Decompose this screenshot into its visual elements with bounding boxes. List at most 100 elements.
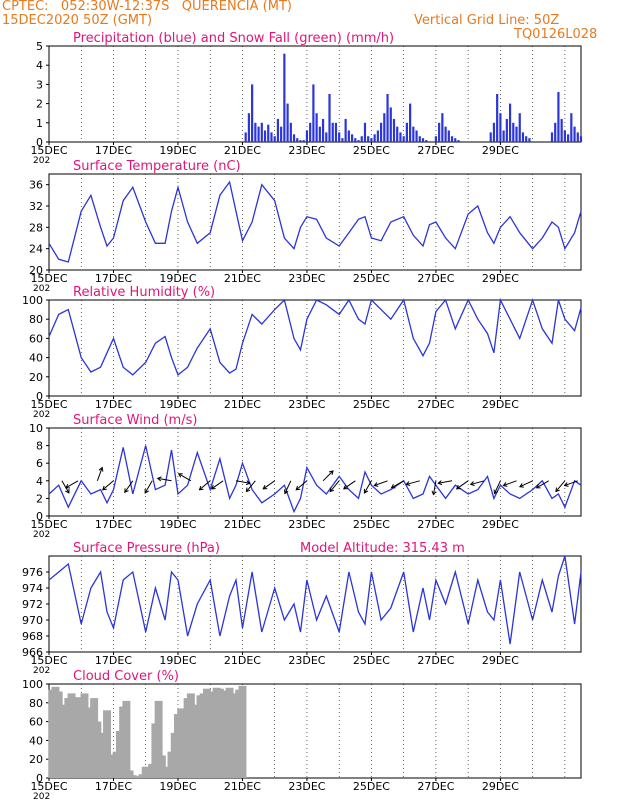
y-tick-label: 974: [22, 582, 43, 595]
cloud-bar: [57, 704, 66, 778]
wind-arrow: [124, 480, 134, 493]
x-tick-label: 29DEC: [482, 144, 519, 157]
precip-bar: [444, 126, 447, 142]
precip-bar: [257, 126, 260, 142]
precip-bar: [418, 136, 421, 142]
panel-title: Surface Pressure (hPa): [73, 541, 220, 556]
x-tick-label: 21DEC: [224, 144, 261, 157]
wind-arrow: [144, 480, 153, 494]
wind-arrow-head: [329, 487, 335, 493]
cloud-bar: [125, 770, 134, 778]
precip-bar: [373, 134, 376, 142]
precip-bar: [360, 136, 363, 142]
wind-arrow: [494, 480, 501, 494]
year-stub-label: 202: [33, 666, 50, 676]
panel-title: Surface Temperature (nC): [73, 159, 241, 174]
y-tick-label: 4: [36, 475, 43, 488]
precip-bar: [276, 118, 280, 142]
series-line: [48, 445, 582, 514]
precip-bar: [286, 103, 289, 142]
precip-bar: [247, 113, 251, 142]
wind-arrow-head: [295, 485, 301, 491]
wind-arrow-head: [328, 470, 334, 475]
wind-arrow-head: [144, 488, 149, 494]
location-header: CPTEC: 052:30W-12:37S QUERENCIA (MT): [2, 0, 292, 14]
wind-arrow: [555, 480, 566, 492]
precip-bar: [496, 94, 499, 142]
x-tick-label: 27DEC: [417, 780, 454, 793]
precip-bar: [579, 136, 583, 142]
x-tick-label: 21DEC: [224, 780, 261, 793]
x-tick-label: 27DEC: [417, 518, 454, 531]
precip-bar: [260, 122, 263, 142]
x-tick-label: 19DEC: [159, 398, 196, 411]
wind-arrow-head: [390, 484, 396, 489]
wind-arrow: [284, 480, 292, 494]
precip-bar: [389, 107, 392, 142]
x-tick-label: 17DEC: [95, 144, 132, 157]
cloud-bar: [106, 754, 115, 778]
y-tick-label: 3: [36, 78, 43, 91]
precip-bar: [457, 140, 460, 142]
grid-note: Vertical Grid Line: 50Z: [414, 13, 560, 28]
precip-bar: [573, 126, 576, 142]
wind-arrow-head: [65, 488, 70, 494]
wind-arrow-head: [342, 484, 348, 490]
wind-arrow-head: [363, 488, 369, 494]
year-stub-label: 202: [33, 792, 50, 800]
wind-arrow: [564, 480, 578, 487]
y-tick-label: 24: [29, 243, 43, 256]
x-tick-label: 19DEC: [159, 654, 196, 667]
precip-bar: [299, 140, 302, 142]
wind-arrow: [322, 470, 334, 482]
precip-bar: [528, 138, 531, 142]
precip-bar: [550, 132, 554, 142]
wind-arrow-head: [102, 485, 107, 491]
wind-arrow-head: [493, 489, 499, 495]
wind-arrow-head: [284, 489, 289, 495]
precip-bar: [321, 118, 325, 142]
precip-bar: [331, 122, 334, 142]
x-tick-label: 27DEC: [417, 654, 454, 667]
precip-bar: [518, 113, 521, 142]
y-tick-label: 8: [36, 440, 43, 453]
precip-bar: [283, 53, 286, 142]
precip-bar: [525, 136, 528, 142]
panel-frame: [48, 299, 582, 397]
x-tick-label: 23DEC: [288, 780, 325, 793]
x-tick-label: 29DEC: [482, 518, 519, 531]
x-tick-label: 15DEC: [30, 272, 67, 285]
y-tick-label: 2: [36, 98, 43, 111]
precip-bar: [325, 132, 328, 142]
year-stub-label: 202: [33, 156, 50, 166]
precip-bar: [338, 132, 341, 142]
wind-arrow: [235, 480, 250, 484]
wind-arrow-head: [177, 473, 183, 478]
year-stub-label: 202: [33, 530, 50, 540]
x-tick-label: 23DEC: [288, 518, 325, 531]
cloud-bar: [93, 721, 102, 778]
wind-arrow-head: [373, 482, 379, 487]
y-tick-label: 2: [36, 492, 43, 505]
precip-bar: [267, 124, 270, 142]
y-tick-label: 20: [29, 753, 43, 766]
wind-arrow: [363, 480, 372, 494]
wind-arrow: [456, 480, 469, 490]
panel-title: Relative Humidity (%): [73, 285, 215, 300]
precip-bar: [379, 122, 383, 142]
precip-bar: [441, 113, 444, 142]
x-tick-label: 29DEC: [482, 654, 519, 667]
precip-bar: [341, 138, 344, 142]
cloud-bar: [154, 700, 163, 778]
wind-arrow: [503, 480, 517, 487]
x-tick-label: 29DEC: [482, 780, 519, 793]
wind-arrow-head: [156, 476, 162, 482]
precip-bar: [554, 122, 557, 142]
x-tick-label: 15DEC: [30, 144, 67, 157]
cloud-bar: [128, 775, 137, 778]
series-line: [48, 180, 582, 263]
wind-arrow: [295, 480, 308, 491]
wind-arrow-head: [65, 484, 70, 489]
precip-bar: [376, 130, 379, 142]
y-tick-label: 36: [29, 179, 43, 192]
